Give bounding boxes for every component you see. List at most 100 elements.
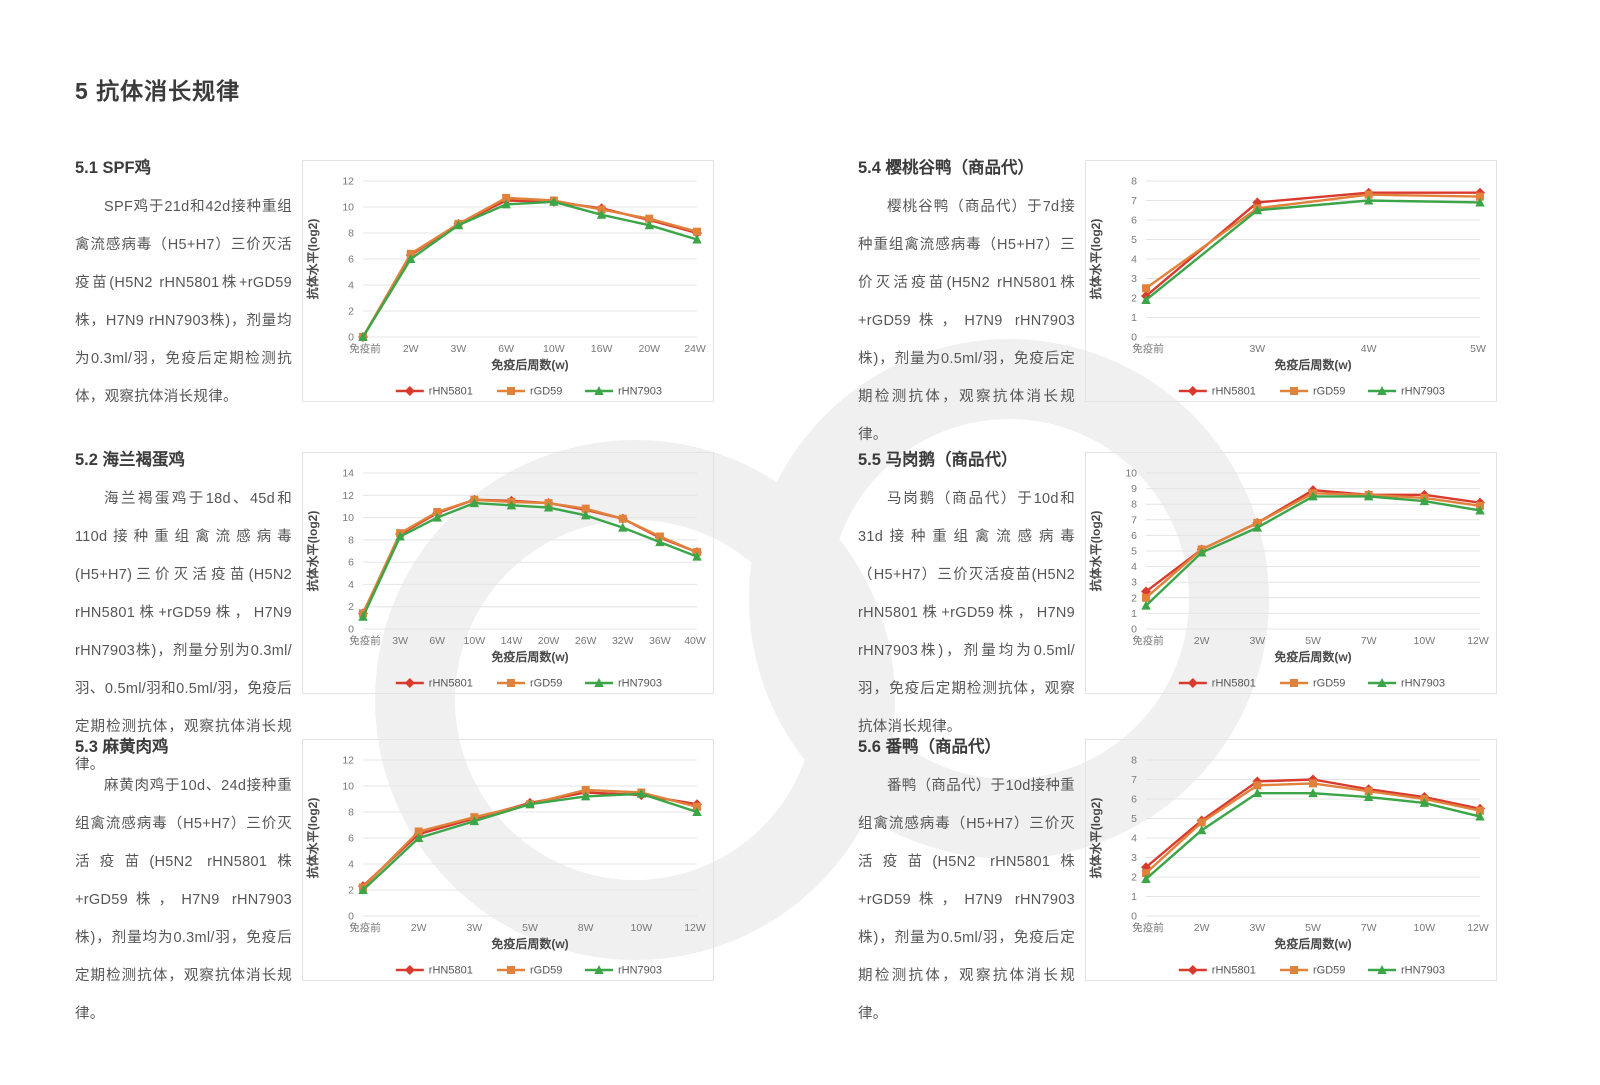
svg-text:12W: 12W: [684, 922, 706, 934]
legend: rHN5801 rGD59 rHN7903: [1178, 386, 1445, 398]
svg-text:rHN7903: rHN7903: [618, 965, 662, 977]
x-axis-title: 免疫后周数(w): [1274, 936, 1351, 951]
x-tick-labels: 免疫前 3W 6W 10W 14W 20W 26W 32W 36W 40W: [349, 634, 706, 647]
svg-text:6: 6: [348, 557, 354, 569]
svg-text:7: 7: [1131, 195, 1137, 207]
chart-cherry-valley-duck: 0 1 2 3 4 5 6 7 8 免疫前 3W 4W 5W 抗体水平(log2) 免疫后周数(w) rHN5…: [1085, 160, 1497, 402]
svg-text:4: 4: [348, 579, 354, 591]
svg-text:40W: 40W: [684, 635, 706, 647]
svg-text:8: 8: [1131, 176, 1137, 188]
svg-text:rGD59: rGD59: [1313, 965, 1345, 977]
svg-text:rGD59: rGD59: [530, 678, 562, 690]
chart-canvas: 0 2 4 6 8 10 12 免疫前 2W 3W 5W 8W 10W 12W 抗体水平(log2) 免疫后周…: [305, 755, 706, 977]
svg-text:6W: 6W: [429, 635, 445, 647]
svg-text:0: 0: [1131, 911, 1137, 923]
svg-text:10W: 10W: [1414, 922, 1436, 934]
svg-text:4: 4: [348, 859, 354, 871]
chart-canvas: 0 2 4 6 8 10 12 免疫前 2W 3W 6W 10W 16W 20W 24W 抗体水平(log2)…: [305, 176, 706, 398]
svg-text:rHN7903: rHN7903: [1401, 965, 1445, 977]
svg-text:6: 6: [1131, 530, 1137, 542]
section-5-2-text: 5.2 海兰褐蛋鸡 海兰褐蛋鸡于18d、45d和110d接种重组禽流感病毒(H5…: [75, 444, 302, 784]
chart-canvas: 0 1 2 3 4 5 6 7 8 9 10 免疫前 2W 3W 5W 7W 10W 12W 抗体水平(log2) 免…: [1088, 468, 1489, 690]
svg-text:12: 12: [342, 490, 354, 502]
svg-text:3W: 3W: [1249, 922, 1265, 934]
legend: rHN5801 rGD59 rHN7903: [395, 965, 662, 977]
svg-text:3W: 3W: [451, 343, 467, 355]
y-axis-title: 抗体水平(log2): [305, 511, 320, 592]
svg-text:rHN7903: rHN7903: [618, 386, 662, 398]
svg-text:1: 1: [1131, 891, 1137, 903]
svg-text:2W: 2W: [1194, 922, 1210, 934]
y-axis-title: 抗体水平(log2): [1088, 219, 1103, 300]
svg-text:5: 5: [1131, 234, 1137, 246]
svg-text:1: 1: [1131, 608, 1137, 620]
svg-text:0: 0: [1131, 332, 1137, 344]
section-heading: 5.3 麻黄肉鸡: [75, 738, 169, 756]
svg-text:rHN5801: rHN5801: [429, 386, 473, 398]
series-rHN7903: [1141, 195, 1485, 304]
svg-text:3W: 3W: [466, 922, 482, 934]
svg-text:5W: 5W: [522, 922, 538, 934]
x-axis-title: 免疫后周数(w): [491, 357, 568, 372]
svg-text:10: 10: [1125, 468, 1137, 480]
svg-text:rHN7903: rHN7903: [618, 678, 662, 690]
svg-text:9: 9: [1131, 483, 1137, 495]
svg-text:10W: 10W: [464, 635, 486, 647]
svg-text:5: 5: [1131, 546, 1137, 558]
svg-text:2: 2: [348, 601, 354, 613]
section-heading: 5.2 海兰褐蛋鸡: [75, 451, 186, 469]
svg-text:4: 4: [1131, 254, 1137, 266]
svg-text:26W: 26W: [575, 635, 597, 647]
svg-text:rGD59: rGD59: [1313, 386, 1345, 398]
section-heading: 5.4 樱桃谷鸭（商品代）: [858, 159, 1035, 177]
x-tick-labels: 免疫前 2W 3W 5W 8W 10W 12W: [349, 921, 706, 934]
svg-text:3W: 3W: [392, 635, 408, 647]
svg-text:2: 2: [1131, 293, 1137, 305]
chart-canvas: 0 1 2 3 4 5 6 7 8 免疫前 3W 4W 5W 抗体水平(log2) 免疫后周数(w) rHN5…: [1088, 176, 1486, 398]
series-rGD59: [359, 193, 701, 341]
chart-canvas: 0 1 2 3 4 5 6 7 8 免疫前 2W 3W 5W 7W 10W 12W 抗体水平(log2) 免疫后周…: [1088, 755, 1489, 977]
section-5-5: 5.5 马岗鹅（商品代） 马岗鹅（商品代）于10d和31d接种重组禽流感病毒（H…: [858, 444, 1497, 746]
svg-text:免疫前: 免疫前: [349, 921, 381, 934]
svg-text:12W: 12W: [1467, 635, 1489, 647]
svg-text:6: 6: [348, 833, 354, 845]
svg-text:12W: 12W: [1467, 922, 1489, 934]
svg-text:免疫前: 免疫前: [1132, 634, 1164, 647]
chart-hyline-brown-layer: 0 2 4 6 8 10 12 14 免疫前 3W 6W 10W 14W 20W 26W 32W 36W 40W 抗…: [302, 452, 714, 694]
svg-text:1: 1: [1131, 312, 1137, 324]
x-tick-labels: 免疫前 2W 3W 5W 7W 10W 12W: [1132, 921, 1489, 934]
section-5-5-text: 5.5 马岗鹅（商品代） 马岗鹅（商品代）于10d和31d接种重组禽流感病毒（H…: [858, 444, 1085, 746]
svg-text:8: 8: [348, 534, 354, 546]
section-5-6: 5.6 番鸭（商品代） 番鸭（商品代）于10d接种重组禽流感病毒（H5+H7）三…: [858, 731, 1497, 1033]
svg-text:0: 0: [1131, 624, 1137, 636]
section-body: 番鸭（商品代）于10d接种重组禽流感病毒（H5+H7）三价灭活疫苗(H5N2 r…: [858, 778, 1075, 1022]
svg-text:rHN7903: rHN7903: [1401, 386, 1445, 398]
y-axis-title: 抗体水平(log2): [1088, 511, 1103, 592]
svg-text:32W: 32W: [612, 635, 634, 647]
series-rGD59: [359, 495, 701, 618]
svg-text:16W: 16W: [591, 343, 613, 355]
section-5-4: 5.4 樱桃谷鸭（商品代） 樱桃谷鸭（商品代）于7d接种重组禽流感病毒（H5+H…: [858, 152, 1497, 454]
svg-text:8: 8: [1131, 499, 1137, 511]
series-rHN7903: [1141, 491, 1485, 610]
svg-text:10W: 10W: [543, 343, 565, 355]
svg-text:7: 7: [1131, 514, 1137, 526]
svg-text:rHN5801: rHN5801: [1212, 678, 1256, 690]
x-axis-title: 免疫后周数(w): [1274, 357, 1351, 372]
svg-text:rHN5801: rHN5801: [429, 678, 473, 690]
svg-text:rGD59: rGD59: [1313, 678, 1345, 690]
svg-text:0: 0: [348, 624, 354, 636]
section-5-3: 5.3 麻黄肉鸡 麻黄肉鸡于10d、24d接种重组禽流感病毒（H5+H7）三价灭…: [75, 731, 714, 1033]
legend: rHN5801 rGD59 rHN7903: [395, 678, 662, 690]
svg-text:rGD59: rGD59: [530, 965, 562, 977]
x-tick-labels: 免疫前 2W 3W 5W 7W 10W 12W: [1132, 634, 1489, 647]
legend: rHN5801 rGD59 rHN7903: [1178, 678, 1445, 690]
svg-text:5W: 5W: [1305, 922, 1321, 934]
svg-text:2: 2: [1131, 872, 1137, 884]
section-5-6-text: 5.6 番鸭（商品代） 番鸭（商品代）于10d接种重组禽流感病毒（H5+H7）三…: [858, 731, 1085, 1033]
y-axis-title: 抗体水平(log2): [305, 219, 320, 300]
svg-text:4W: 4W: [1361, 343, 1377, 355]
svg-text:3: 3: [1131, 852, 1137, 864]
svg-text:6: 6: [1131, 215, 1137, 227]
section-heading: 5.1 SPF鸡: [75, 159, 152, 177]
